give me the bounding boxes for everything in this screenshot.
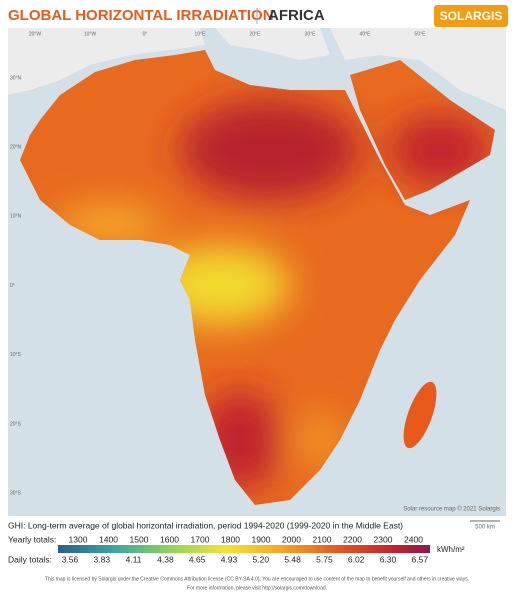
more-info: For more information, please visit http:…	[187, 585, 327, 591]
daily-value: 5.75	[316, 554, 333, 564]
scale-label: 500 km	[475, 525, 495, 531]
yearly-value: 1600	[160, 534, 179, 544]
latitude-label: 30°S	[10, 491, 22, 497]
yearly-value: 1900	[252, 534, 271, 544]
yearly-value: 1300	[69, 534, 88, 544]
raster-high	[180, 100, 360, 200]
longitude-label: 0°	[143, 31, 148, 37]
daily-label: Daily totals:	[8, 554, 52, 564]
yearly-value: 1400	[99, 534, 118, 544]
latitude-labels: 30°N 20°N 10°N 0° 10°S 20°S 30°S	[10, 75, 22, 496]
daily-value: 6.02	[348, 554, 365, 564]
latitude-label: 20°S	[10, 421, 22, 427]
daily-value: 4.93	[221, 554, 238, 564]
longitude-labels: 20°W 10°W 0° 10°E 20°E 30°E 40°E 50°E	[29, 31, 426, 37]
longitude-label: 20°W	[29, 31, 42, 37]
madagascar	[403, 381, 437, 449]
yearly-label: Yearly totals:	[8, 534, 56, 544]
longitude-label: 20°E	[250, 31, 262, 37]
latitude-label: 10°N	[10, 214, 22, 220]
credit: Solar resource map © 2021 Solargis	[403, 506, 500, 513]
daily-value: 4.11	[126, 554, 142, 564]
raster-high	[390, 115, 490, 185]
title: GLOBAL HORIZONTAL IRRADIATION	[8, 7, 274, 24]
region: AFRICA	[268, 7, 325, 24]
legend-caption: GHI: Long-term average of global horizon…	[8, 520, 403, 530]
latitude-label: 20°N	[10, 145, 22, 151]
yearly-value: 2000	[282, 534, 301, 544]
yearly-value: 2300	[374, 534, 393, 544]
daily-value: 3.83	[94, 554, 111, 564]
longitude-label: 30°E	[305, 31, 317, 37]
other-land	[8, 28, 506, 110]
latitude-label: 10°S	[10, 352, 22, 358]
yearly-value: 1700	[191, 534, 210, 544]
daily-value: 4.38	[157, 554, 174, 564]
daily-value: 6.30	[380, 554, 397, 564]
yearly-value: 2400	[404, 534, 423, 544]
daily-value: 5.20	[253, 554, 270, 564]
daily-value: 4.65	[189, 554, 206, 564]
logo-box	[434, 5, 508, 27]
daily-value: 6.57	[412, 554, 429, 564]
color-bar	[58, 545, 430, 553]
latitude-label: 0°	[10, 283, 15, 289]
yearly-value: 1500	[130, 534, 149, 544]
license: This map is licensed by Solargis under t…	[45, 576, 469, 582]
longitude-label: 10°E	[195, 31, 207, 37]
yearly-value: 2200	[343, 534, 362, 544]
daily-value: 5.48	[284, 554, 301, 564]
daily-value: 3.56	[62, 554, 79, 564]
longitude-label: 40°E	[360, 31, 372, 37]
logo: SOLARGIS	[440, 9, 503, 23]
longitude-label: 10°W	[84, 31, 97, 37]
latitude-label: 30°N	[10, 75, 22, 81]
yearly-value: 2100	[313, 534, 332, 544]
yearly-value: 1800	[221, 534, 240, 544]
unit: kWh/m²	[437, 545, 465, 554]
legend-values: 1300 1400 1500 1600 1700 1800 1900 2000 2100 2200…	[62, 534, 429, 564]
longitude-label: 50°E	[415, 31, 427, 37]
